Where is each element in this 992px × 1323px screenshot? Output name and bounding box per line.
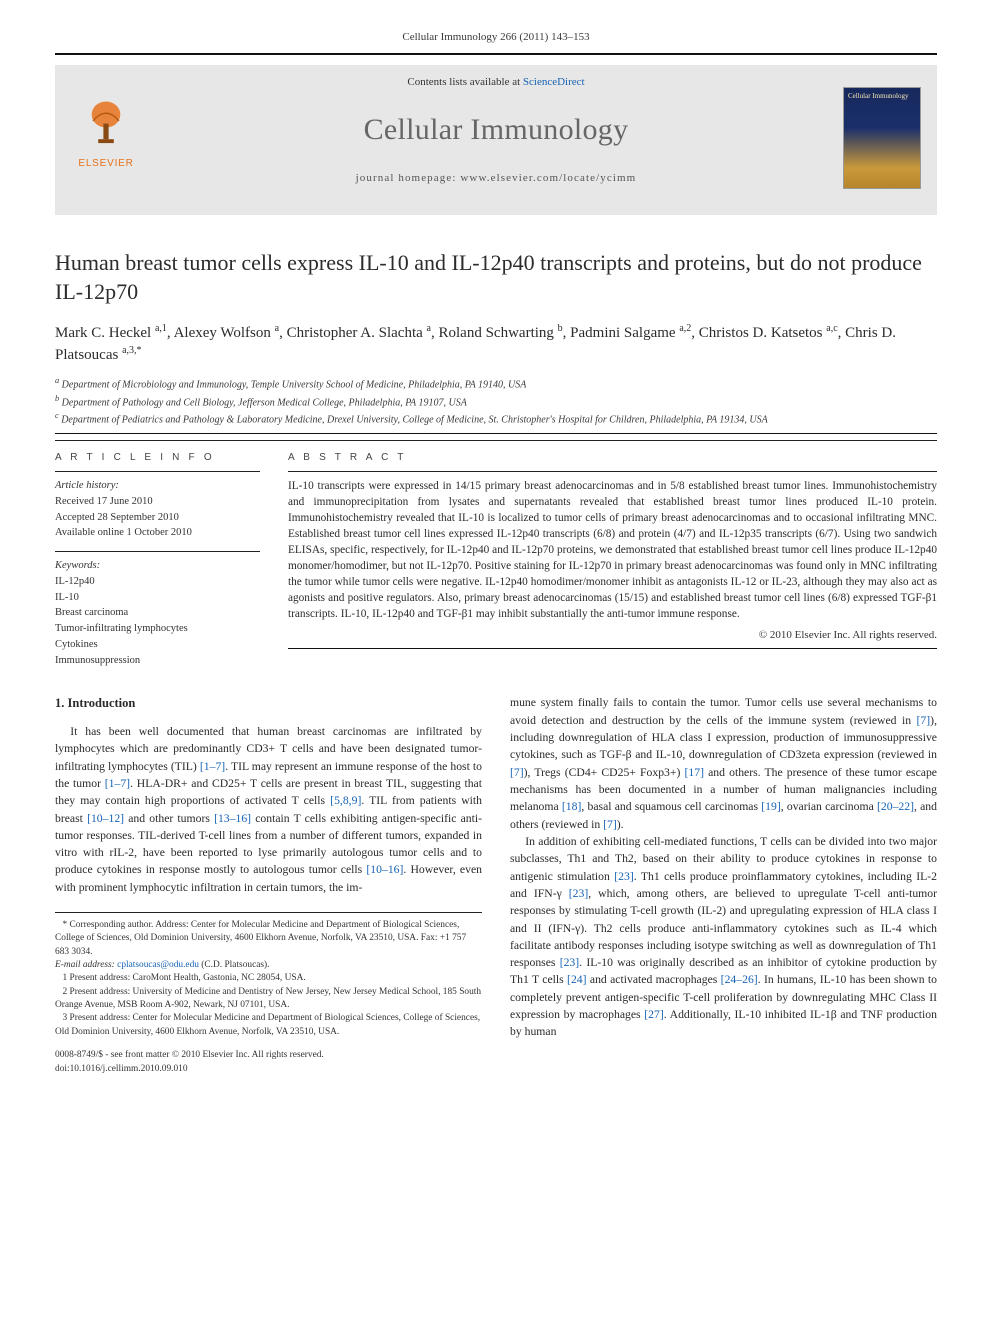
email-link[interactable]: cplatsoucas@odu.edu (117, 960, 199, 970)
intro-p1: It has been well documented that human b… (55, 723, 482, 896)
affiliations: a Department of Microbiology and Immunol… (55, 375, 937, 427)
rule-under-affil (55, 433, 937, 434)
keywords-block: Keywords: IL-12p40IL-10Breast carcinomaT… (55, 558, 260, 668)
body-columns: 1. Introduction It has been well documen… (55, 694, 937, 1075)
front-matter-line: 0008-8749/$ - see front matter © 2010 El… (55, 1049, 482, 1062)
intro-p3: In addition of exhibiting cell-mediated … (510, 833, 937, 1041)
article-title: Human breast tumor cells express IL-10 a… (55, 249, 937, 305)
running-head: Cellular Immunology 266 (2011) 143–153 (55, 30, 937, 45)
email-footnote: E-mail address: cplatsoucas@odu.edu (C.D… (55, 959, 482, 972)
keywords-header: Keywords: (55, 560, 100, 571)
sciencedirect-link[interactable]: ScienceDirect (523, 76, 585, 88)
article-info-label: A R T I C L E I N F O (55, 451, 260, 465)
elsevier-tree-icon (80, 95, 132, 147)
abstract-copyright: © 2010 Elsevier Inc. All rights reserved… (288, 628, 937, 643)
footnotes: * Corresponding author. Address: Center … (55, 912, 482, 1076)
footnote-3: 3 Present address: Center for Molecular … (55, 1012, 482, 1039)
article-history: Article history: Received 17 June 2010Ac… (55, 478, 260, 541)
contents-prefix: Contents lists available at (407, 76, 522, 88)
homepage-line: journal homepage: www.elsevier.com/locat… (71, 171, 921, 186)
homepage-url[interactable]: www.elsevier.com/locate/ycimm (460, 172, 636, 184)
page-footer: 0008-8749/$ - see front matter © 2010 El… (55, 1049, 482, 1076)
abstract-column: A B S T R A C T IL-10 transcripts were e… (288, 441, 937, 668)
author-list: Mark C. Heckel a,1, Alexey Wolfson a, Ch… (55, 322, 937, 368)
masthead: ELSEVIER Cellular Immunology Contents li… (55, 65, 937, 215)
homepage-prefix: journal homepage: (356, 172, 461, 184)
article-info-column: A R T I C L E I N F O Article history: R… (55, 441, 260, 668)
intro-heading: 1. Introduction (55, 694, 482, 713)
rule-under-abstract (288, 648, 937, 649)
elsevier-logo: ELSEVIER (71, 95, 141, 170)
cover-title: Cellular Immunology (848, 92, 908, 100)
contents-line: Contents lists available at ScienceDirec… (71, 75, 921, 90)
abstract-label: A B S T R A C T (288, 451, 937, 465)
rule-top (55, 53, 937, 55)
intro-p2: mune system finally fails to contain the… (510, 694, 937, 833)
journal-name: Cellular Immunology (71, 109, 921, 151)
corr-footnote: * Corresponding author. Address: Center … (55, 919, 482, 959)
journal-cover-thumb: Cellular Immunology (843, 87, 921, 189)
email-label: E-mail address: (55, 960, 117, 970)
elsevier-wordmark: ELSEVIER (71, 157, 141, 171)
abstract-text: IL-10 transcripts were expressed in 14/1… (288, 471, 937, 622)
footnote-2: 2 Present address: University of Medicin… (55, 986, 482, 1013)
history-header: Article history: (55, 480, 119, 491)
email-tail: (C.D. Platsoucas). (199, 960, 270, 970)
doi-line: doi:10.1016/j.cellimm.2010.09.010 (55, 1063, 482, 1076)
footnote-1: 1 Present address: CaroMont Health, Gast… (55, 972, 482, 985)
